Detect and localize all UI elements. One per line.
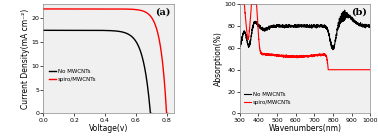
No MWCNTs xyxy=(368,25,373,27)
No MWCNTs xyxy=(149,113,154,114)
No MWCNTs xyxy=(364,25,369,26)
Line: spiro/MWCNTs: spiro/MWCNTs xyxy=(240,4,370,70)
No MWCNTs xyxy=(54,30,59,31)
No MWCNTs xyxy=(341,14,345,15)
Text: (b): (b) xyxy=(351,7,367,17)
No MWCNTs xyxy=(342,9,347,11)
No MWCNTs xyxy=(331,49,335,51)
spiro/MWCNTs xyxy=(82,8,86,10)
spiro/MWCNTs xyxy=(132,9,136,10)
No MWCNTs xyxy=(244,37,249,38)
No MWCNTs xyxy=(364,26,369,27)
spiro/MWCNTs xyxy=(164,113,169,114)
spiro/MWCNTs xyxy=(368,69,373,71)
Line: No MWCNTs: No MWCNTs xyxy=(43,30,152,113)
spiro/MWCNTs xyxy=(364,69,369,71)
X-axis label: Wavenumbers(nm): Wavenumbers(nm) xyxy=(268,124,342,133)
spiro/MWCNTs xyxy=(41,8,46,10)
spiro/MWCNTs xyxy=(297,56,302,57)
spiro/MWCNTs xyxy=(341,69,345,71)
Y-axis label: Absorption(%): Absorption(%) xyxy=(214,31,223,86)
spiro/MWCNTs xyxy=(364,69,369,71)
X-axis label: Voltage(v): Voltage(v) xyxy=(89,124,129,133)
Text: (a): (a) xyxy=(155,7,170,17)
spiro/MWCNTs xyxy=(244,26,249,28)
Legend: No MWCNTs, spiro/MWCNTs: No MWCNTs, spiro/MWCNTs xyxy=(244,91,292,105)
spiro/MWCNTs xyxy=(131,9,135,10)
spiro/MWCNTs xyxy=(166,113,170,114)
Legend: No MWCNTs, spiro/MWCNTs: No MWCNTs, spiro/MWCNTs xyxy=(49,68,97,82)
spiro/MWCNTs xyxy=(326,69,330,71)
Line: No MWCNTs: No MWCNTs xyxy=(240,10,370,50)
No MWCNTs xyxy=(237,44,242,46)
No MWCNTs xyxy=(120,31,124,33)
No MWCNTs xyxy=(119,31,124,33)
No MWCNTs xyxy=(149,113,153,114)
spiro/MWCNTs xyxy=(90,8,95,10)
spiro/MWCNTs xyxy=(301,56,305,58)
No MWCNTs xyxy=(84,30,88,31)
No MWCNTs xyxy=(297,25,302,27)
No MWCNTs xyxy=(301,25,305,27)
spiro/MWCNTs xyxy=(56,8,61,10)
Y-axis label: Current Density(mA cm⁻²): Current Density(mA cm⁻²) xyxy=(21,9,30,109)
spiro/MWCNTs xyxy=(119,8,124,10)
No MWCNTs xyxy=(76,30,81,31)
No MWCNTs xyxy=(109,30,114,32)
Line: spiro/MWCNTs: spiro/MWCNTs xyxy=(43,9,168,113)
No MWCNTs xyxy=(41,30,46,31)
spiro/MWCNTs xyxy=(237,3,242,5)
